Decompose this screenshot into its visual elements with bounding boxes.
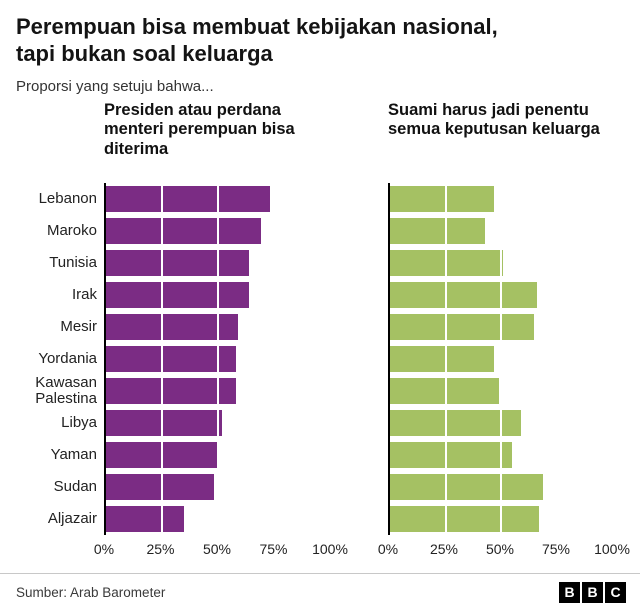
x-tick-label: 50% <box>485 540 515 557</box>
footer: Sumber: Arab Barometer B B C <box>0 572 640 603</box>
bar <box>390 441 513 468</box>
bar <box>390 473 544 500</box>
gridline <box>161 182 163 535</box>
bar <box>106 313 239 340</box>
x-tick-label: 75% <box>541 540 571 557</box>
bar <box>390 409 521 436</box>
bar <box>390 313 535 340</box>
country-labels-column: Lebanon Maroko Tunisia Irak Mesir Yordania Kaw… <box>6 101 104 561</box>
x-tick-label: 25% <box>146 540 175 557</box>
bbc-logo-block: B <box>582 581 603 603</box>
bar-row-irak <box>106 279 330 311</box>
x-tick-label: 75% <box>259 540 288 557</box>
bar-row-irak <box>390 279 612 311</box>
gridline <box>500 182 502 535</box>
bar <box>106 409 223 436</box>
bar-row-kawasan-palestina <box>390 375 612 407</box>
bar <box>390 217 486 244</box>
x-tick-label: 100% <box>312 540 348 557</box>
bar-row-sudan <box>390 471 612 503</box>
gridline <box>273 182 275 535</box>
chart-left: Presiden atau perdana menteri perempuan … <box>94 100 348 561</box>
bar <box>106 185 270 212</box>
gridline <box>555 182 558 535</box>
country-label: Mesir <box>60 317 97 335</box>
header: Perempuan bisa membuat kebijakan nasiona… <box>0 0 640 95</box>
country-label: Yordania <box>38 349 97 367</box>
page-title: Perempuan bisa membuat kebijakan nasiona… <box>16 14 498 66</box>
country-label: Libya <box>61 413 97 431</box>
bar-row-maroko <box>106 215 330 247</box>
bar <box>390 281 537 308</box>
country-label: Maroko <box>46 221 97 239</box>
bar <box>390 249 504 276</box>
bbc-logo-block: C <box>605 581 626 603</box>
bar <box>390 505 539 532</box>
country-label: Sudan <box>53 477 97 495</box>
bbc-logo-block: B <box>559 581 580 603</box>
bar-row-yordania <box>106 343 330 375</box>
bar-row-sudan <box>106 471 330 503</box>
subtitle: Proporsi yang setuju bahwa... <box>16 77 214 95</box>
gridline <box>444 182 447 535</box>
gridline <box>611 182 613 535</box>
bar <box>106 217 261 244</box>
charts-area: Lebanon Maroko Tunisia Irak Mesir Yordania Kaw… <box>0 101 640 561</box>
bar-row-lebanon <box>390 183 612 215</box>
bar-row-libya <box>390 407 612 439</box>
bar <box>106 473 214 500</box>
bar-row-aljazair <box>106 503 330 535</box>
gridline <box>217 182 219 535</box>
bar-row-kawasan-palestina <box>106 375 330 407</box>
x-tick-label: 100% <box>594 540 630 557</box>
bbc-logo-icon: B B C <box>559 581 626 603</box>
bar-row-mesir <box>390 311 612 343</box>
bar <box>106 345 236 372</box>
source-text: Sumber: Arab Barometer <box>16 584 166 600</box>
bar <box>390 345 495 372</box>
bar-row-maroko <box>390 215 612 247</box>
x-tick-label: 25% <box>429 540 459 557</box>
bar-row-aljazair <box>390 503 612 535</box>
chart-right-title: Suami harus jadi penentu semua keputusan… <box>388 100 600 139</box>
bar-row-tunisia <box>106 247 330 279</box>
bar-row-mesir <box>106 311 330 343</box>
chart-left-title: Presiden atau perdana menteri perempuan … <box>104 100 295 158</box>
bar <box>106 249 250 276</box>
bar <box>106 281 250 308</box>
bar-row-yordania <box>390 343 612 375</box>
x-tick-label: 0% <box>93 540 115 557</box>
x-tick-label: 0% <box>377 540 399 557</box>
bar <box>390 377 499 404</box>
chart-left-plot <box>104 182 331 535</box>
chart-right-plot <box>388 182 613 535</box>
country-label: Yaman <box>50 445 97 463</box>
bar-row-lebanon <box>106 183 330 215</box>
country-label: Irak <box>71 285 97 303</box>
chart-left-x-axis: 0% 25% 50% 75% 100% <box>94 540 348 561</box>
country-label: Kawasan Palestina <box>35 373 97 407</box>
bar-row-yaman <box>390 439 612 471</box>
country-label: Tunisia <box>49 253 97 271</box>
bar <box>390 185 495 212</box>
x-tick-label: 50% <box>202 540 232 557</box>
country-label: Aljazair <box>47 509 97 527</box>
chart-right-x-axis: 0% 25% 50% 75% 100% <box>378 540 630 561</box>
gridline <box>329 182 331 535</box>
bar-row-tunisia <box>390 247 612 279</box>
bar-row-libya <box>106 407 330 439</box>
country-label: Lebanon <box>38 189 97 207</box>
bar <box>106 377 236 404</box>
chart-right: Suami harus jadi penentu semua keputusan… <box>378 100 630 561</box>
bar <box>106 505 185 532</box>
